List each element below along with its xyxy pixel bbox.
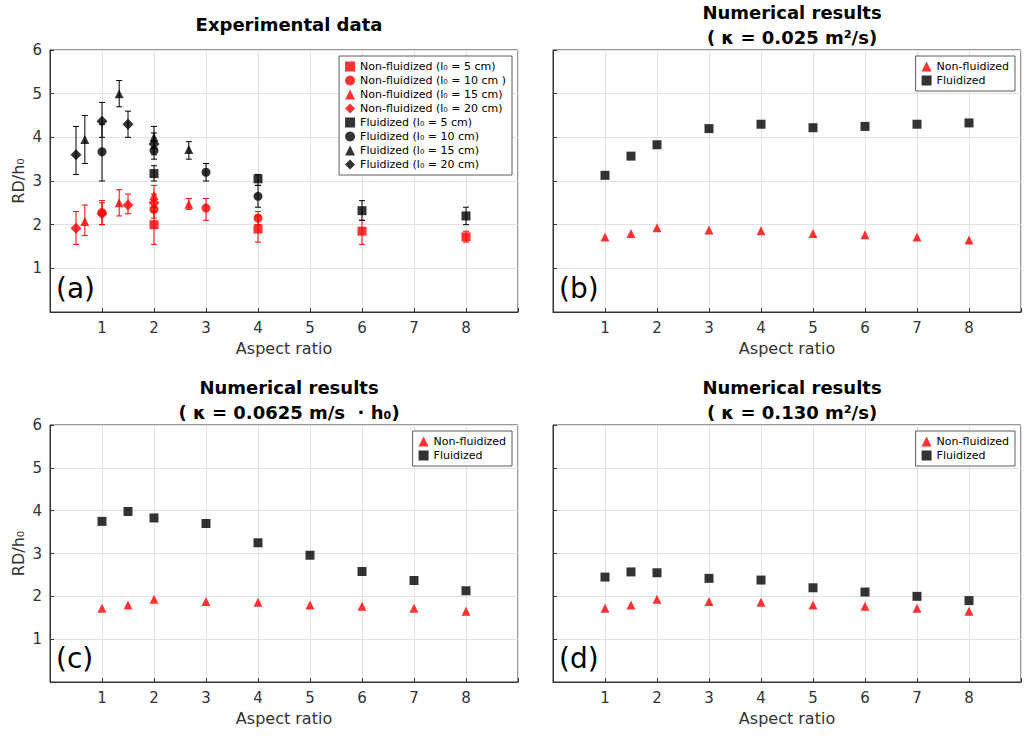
svg-text:1: 1 <box>600 319 610 337</box>
svg-text:7: 7 <box>912 319 922 337</box>
svg-text:Non-fluidized (l₀ = 5 cm): Non-fluidized (l₀ = 5 cm) <box>360 60 495 73</box>
svg-text:5: 5 <box>808 319 818 337</box>
svg-text:2: 2 <box>32 216 42 234</box>
svg-text:Numerical results: Numerical results <box>702 377 881 398</box>
svg-text:1: 1 <box>32 630 42 648</box>
svg-text:Fluidized: Fluidized <box>937 449 986 462</box>
svg-text:8: 8 <box>461 689 471 707</box>
svg-text:4: 4 <box>756 689 766 707</box>
svg-text:Fluidized (l₀ = 15 cm): Fluidized (l₀ = 15 cm) <box>360 144 479 157</box>
svg-text:6: 6 <box>860 689 870 707</box>
svg-text:Aspect ratio: Aspect ratio <box>236 339 332 358</box>
svg-text:Fluidized (l₀ = 5 cm): Fluidized (l₀ = 5 cm) <box>360 116 472 129</box>
svg-text:3: 3 <box>201 689 211 707</box>
svg-text:2: 2 <box>32 587 42 605</box>
svg-text:8: 8 <box>964 319 974 337</box>
svg-text:3: 3 <box>201 319 211 337</box>
svg-text:(c): (c) <box>56 642 93 675</box>
svg-text:3: 3 <box>704 689 714 707</box>
svg-text:Aspect ratio: Aspect ratio <box>739 339 835 358</box>
svg-text:RD/h₀: RD/h₀ <box>9 158 28 203</box>
svg-text:6: 6 <box>32 41 42 59</box>
svg-text:1: 1 <box>32 259 42 277</box>
svg-text:4: 4 <box>32 128 42 146</box>
svg-text:RD/h₀: RD/h₀ <box>9 531 28 576</box>
svg-text:4: 4 <box>253 689 263 707</box>
svg-text:Fluidized: Fluidized <box>434 449 483 462</box>
svg-text:2: 2 <box>652 319 662 337</box>
svg-text:1: 1 <box>97 319 107 337</box>
svg-text:( κ = 0.025 m²/s): ( κ = 0.025 m²/s) <box>707 27 877 48</box>
svg-text:5: 5 <box>32 459 42 477</box>
svg-text:2: 2 <box>149 319 159 337</box>
svg-text:3: 3 <box>32 545 42 563</box>
svg-text:(a): (a) <box>56 272 95 305</box>
svg-text:2: 2 <box>149 689 159 707</box>
svg-text:4: 4 <box>32 502 42 520</box>
svg-text:6: 6 <box>860 319 870 337</box>
svg-text:Non-fluidized (l₀ = 20 cm): Non-fluidized (l₀ = 20 cm) <box>360 102 502 115</box>
svg-text:( κ = 0.130 m²/s): ( κ = 0.130 m²/s) <box>707 402 877 423</box>
svg-text:Aspect ratio: Aspect ratio <box>236 709 332 728</box>
svg-text:Non-fluidized: Non-fluidized <box>434 435 506 448</box>
svg-text:6: 6 <box>32 416 42 434</box>
svg-text:Numerical results: Numerical results <box>702 2 881 23</box>
svg-text:7: 7 <box>409 319 419 337</box>
svg-text:1: 1 <box>600 689 610 707</box>
svg-text:4: 4 <box>253 319 263 337</box>
svg-text:6: 6 <box>357 689 367 707</box>
svg-text:4: 4 <box>756 319 766 337</box>
svg-text:Non-fluidized: Non-fluidized <box>937 435 1009 448</box>
svg-text:Aspect ratio: Aspect ratio <box>739 709 835 728</box>
svg-text:( κ = 0.0625 m/s · h₀): ( κ = 0.0625 m/s · h₀) <box>178 402 399 423</box>
svg-text:7: 7 <box>409 689 419 707</box>
svg-text:7: 7 <box>912 689 922 707</box>
svg-text:Experimental data: Experimental data <box>196 14 383 35</box>
svg-text:1: 1 <box>97 689 107 707</box>
svg-text:6: 6 <box>357 319 367 337</box>
svg-text:5: 5 <box>32 85 42 103</box>
svg-text:(b): (b) <box>559 272 599 305</box>
svg-text:5: 5 <box>305 319 315 337</box>
svg-text:Fluidized (l₀ = 10 cm): Fluidized (l₀ = 10 cm) <box>360 130 479 143</box>
svg-text:8: 8 <box>964 689 974 707</box>
svg-text:5: 5 <box>808 689 818 707</box>
svg-text:3: 3 <box>32 172 42 190</box>
svg-text:Fluidized: Fluidized <box>937 74 986 87</box>
svg-text:2: 2 <box>652 689 662 707</box>
svg-text:Fluidized (l₀ = 20 cm): Fluidized (l₀ = 20 cm) <box>360 158 479 171</box>
svg-text:Numerical results: Numerical results <box>199 377 378 398</box>
svg-text:(d): (d) <box>559 642 599 675</box>
svg-text:Non-fluidized (l₀ = 15 cm): Non-fluidized (l₀ = 15 cm) <box>360 88 502 101</box>
svg-text:Non-fluidized (l₀ = 10 cm ): Non-fluidized (l₀ = 10 cm ) <box>360 74 506 87</box>
svg-text:8: 8 <box>461 319 471 337</box>
svg-text:5: 5 <box>305 689 315 707</box>
svg-text:Non-fluidized: Non-fluidized <box>937 60 1009 73</box>
svg-text:3: 3 <box>704 319 714 337</box>
